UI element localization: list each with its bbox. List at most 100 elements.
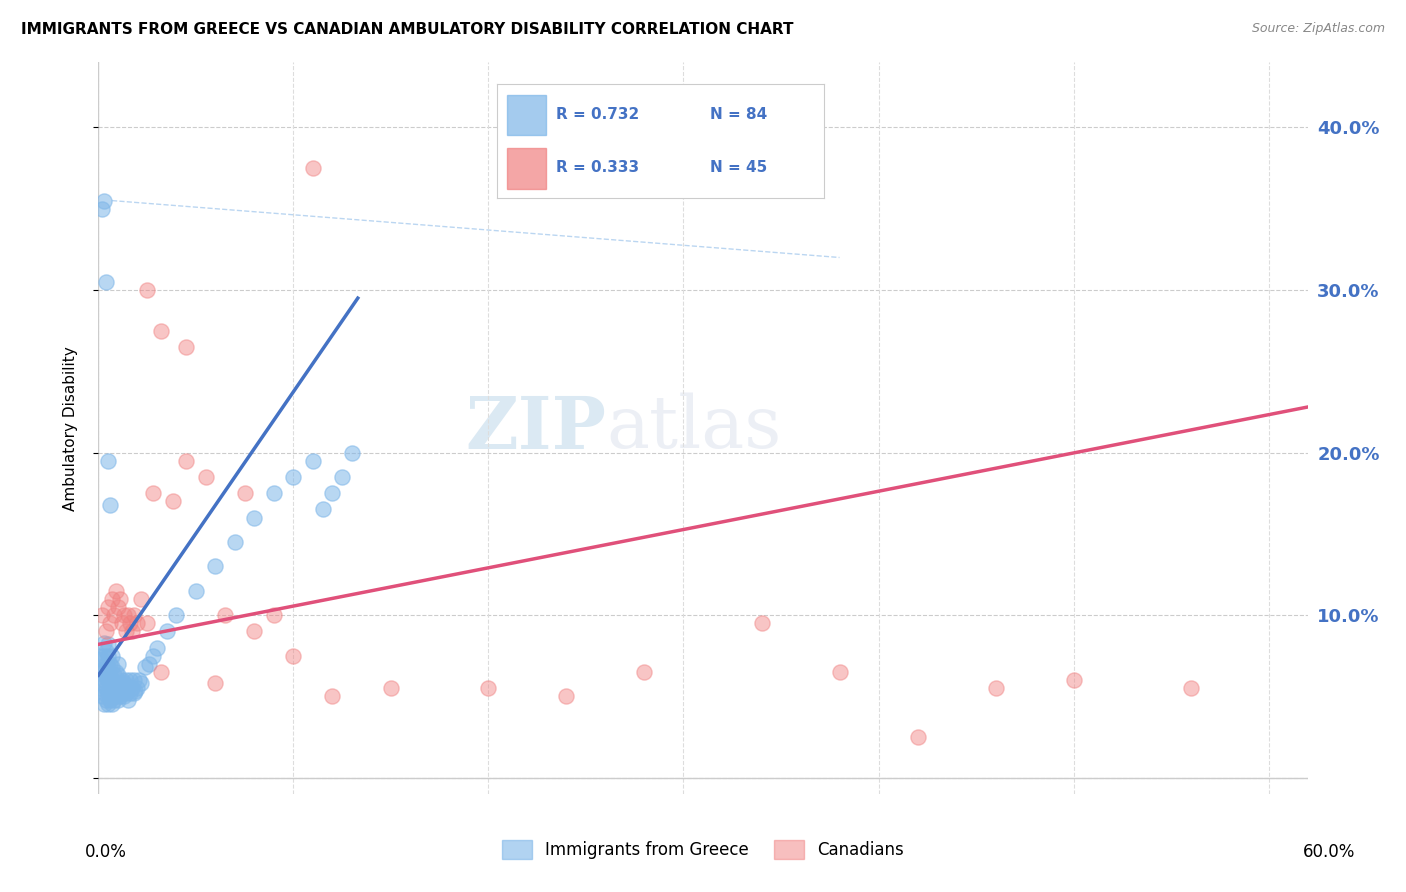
Point <box>117 608 139 623</box>
Point <box>96 670 118 684</box>
Point <box>103 608 125 623</box>
Point <box>107 599 129 614</box>
Point <box>114 624 136 639</box>
Point <box>98 616 121 631</box>
Legend: Immigrants from Greece, Canadians: Immigrants from Greece, Canadians <box>495 833 911 866</box>
Point <box>112 608 135 623</box>
Point <box>111 686 134 700</box>
Point <box>96 692 118 706</box>
Text: ZIP: ZIP <box>465 392 606 464</box>
Point <box>138 657 160 671</box>
Text: 0.0%: 0.0% <box>84 843 127 861</box>
Point <box>321 486 343 500</box>
Point <box>122 608 145 623</box>
Point <box>1063 673 1085 687</box>
Point <box>89 665 111 679</box>
Point <box>184 583 207 598</box>
Point <box>89 681 111 696</box>
Point <box>104 583 127 598</box>
Point <box>984 681 1007 696</box>
Point <box>907 730 929 744</box>
Point <box>330 470 353 484</box>
Point <box>112 690 135 704</box>
Point <box>101 684 124 698</box>
Text: Source: ZipAtlas.com: Source: ZipAtlas.com <box>1251 22 1385 36</box>
Point <box>751 616 773 631</box>
Point <box>107 668 129 682</box>
Point <box>91 690 114 704</box>
Point <box>121 681 143 696</box>
Point <box>104 678 127 692</box>
Point <box>101 660 124 674</box>
Point <box>104 690 127 704</box>
Point <box>96 644 118 658</box>
Point <box>93 648 115 663</box>
Point <box>142 486 165 500</box>
Point <box>128 673 150 687</box>
Point <box>204 676 226 690</box>
Point <box>136 616 159 631</box>
Point <box>98 668 121 682</box>
Point <box>1180 681 1202 696</box>
Point <box>114 673 136 687</box>
Point <box>131 591 153 606</box>
Point <box>149 324 172 338</box>
Point <box>107 657 129 671</box>
Point <box>263 608 285 623</box>
Point <box>283 648 305 663</box>
Point <box>93 194 115 208</box>
Point <box>104 665 127 679</box>
Point <box>174 453 197 467</box>
Point <box>124 684 146 698</box>
Point <box>194 470 217 484</box>
Point <box>91 608 114 623</box>
Point <box>93 673 115 687</box>
Point <box>380 681 402 696</box>
Point <box>162 494 184 508</box>
Point <box>108 676 131 690</box>
Point <box>117 692 139 706</box>
Point <box>91 652 114 666</box>
Point <box>633 665 655 679</box>
Point <box>131 676 153 690</box>
Point <box>97 660 120 674</box>
Text: atlas: atlas <box>606 392 782 464</box>
Point <box>134 660 156 674</box>
Point <box>112 676 135 690</box>
Point <box>97 648 120 663</box>
Point <box>101 648 124 663</box>
Point <box>96 681 118 696</box>
Point <box>127 681 149 696</box>
Point <box>142 648 165 663</box>
Point <box>121 624 143 639</box>
Point <box>302 453 325 467</box>
Point <box>302 161 325 175</box>
Point <box>108 591 131 606</box>
Point <box>477 681 499 696</box>
Point <box>136 283 159 297</box>
Point <box>114 686 136 700</box>
Point <box>91 676 114 690</box>
Point <box>98 657 121 671</box>
Point <box>107 681 129 696</box>
Point <box>101 673 124 687</box>
Point <box>101 591 124 606</box>
Point <box>127 616 149 631</box>
Point <box>165 608 187 623</box>
Point <box>91 202 114 216</box>
Point <box>96 275 118 289</box>
Y-axis label: Ambulatory Disability: Ambulatory Disability <box>63 346 77 510</box>
Point <box>174 340 197 354</box>
Point <box>156 624 179 639</box>
Point <box>118 616 141 631</box>
Point <box>97 673 120 687</box>
Point <box>243 510 266 524</box>
Point <box>96 624 118 639</box>
Text: IMMIGRANTS FROM GREECE VS CANADIAN AMBULATORY DISABILITY CORRELATION CHART: IMMIGRANTS FROM GREECE VS CANADIAN AMBUL… <box>21 22 793 37</box>
Point <box>122 673 145 687</box>
Point <box>103 668 125 682</box>
Point <box>98 681 121 696</box>
Point <box>111 616 134 631</box>
Point <box>149 665 172 679</box>
Point <box>108 690 131 704</box>
